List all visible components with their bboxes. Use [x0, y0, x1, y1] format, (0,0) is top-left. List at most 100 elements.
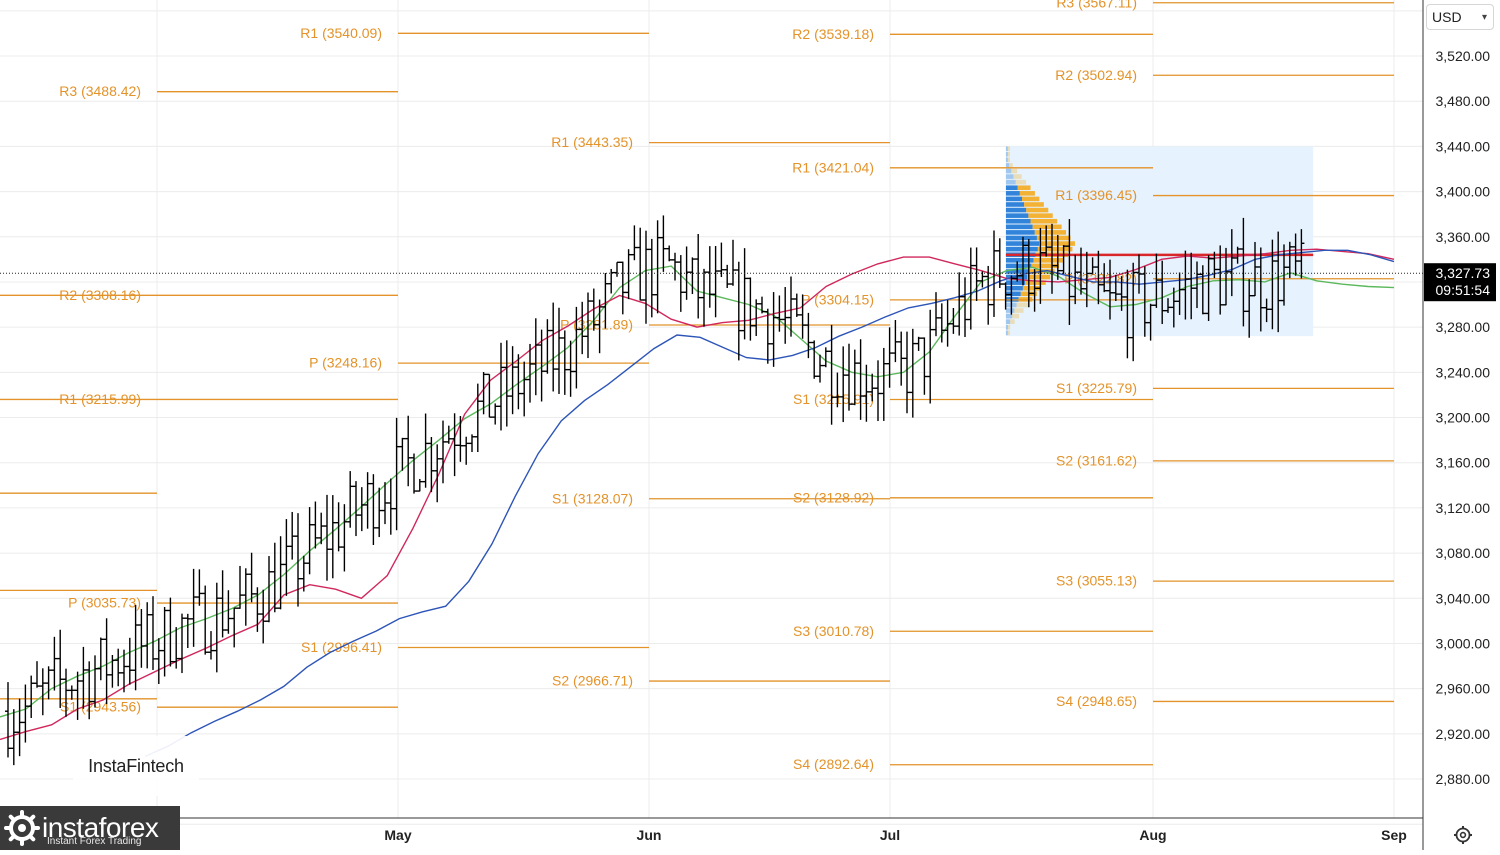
volume-bar-up [1005, 213, 1029, 218]
volume-bar-down [1011, 168, 1018, 174]
y-tick-label: 3,160.00 [1436, 455, 1491, 471]
volume-bar-down [1031, 263, 1060, 269]
volume-bar-down [1028, 213, 1053, 218]
volume-bar-down [1007, 157, 1010, 163]
volume-bar-up [1005, 246, 1038, 252]
pivot-label: S3 (3055.13) [1056, 573, 1137, 589]
y-tick-label: 3,480.00 [1436, 93, 1491, 109]
volume-bar-down [1022, 285, 1042, 291]
y-tick-label: 3,120.00 [1436, 500, 1491, 516]
volume-bar-down [1016, 302, 1028, 308]
watermark: InstaFintech [73, 736, 199, 796]
volume-bar-up [1005, 202, 1025, 207]
pivot-label: S1 (3225.79) [1056, 380, 1137, 396]
volume-bar-down [1030, 218, 1058, 224]
volume-bar-down [1009, 163, 1013, 168]
logo-tagline: Instant Forex Trading [47, 836, 142, 847]
volume-bar-down [1021, 196, 1040, 202]
volume-bar-up [1005, 235, 1037, 241]
volume-bar-down [1034, 230, 1067, 235]
volume-bar-down [1025, 280, 1046, 285]
gear-icon [1454, 826, 1472, 844]
y-tick-label: 2,880.00 [1436, 771, 1491, 787]
pivot-label: S1 (3128.07) [552, 490, 633, 506]
y-tick-label: 3,280.00 [1436, 319, 1491, 335]
volume-bar-up [1005, 174, 1014, 179]
last-price-value: 3,327.73 [1436, 265, 1491, 281]
last-price-tag [1424, 263, 1496, 302]
volume-bar-up [1005, 230, 1035, 235]
bar-countdown: 09:51:54 [1436, 282, 1491, 298]
volume-bar-down [1014, 308, 1024, 313]
volume-bar-down [1026, 207, 1049, 213]
volume-bar-down [1024, 202, 1044, 207]
y-tick-label: 3,080.00 [1436, 545, 1491, 561]
volume-bar-down [1027, 274, 1051, 280]
volume-bar-up [1005, 179, 1016, 185]
volume-bar-up [1005, 291, 1021, 297]
x-tick-label: Jul [880, 827, 900, 843]
volume-bar-down [1012, 313, 1020, 319]
chevron-down-icon: ▾ [1481, 11, 1487, 23]
pivot-label: R1 (3421.04) [792, 159, 874, 175]
volume-bar-up [1005, 285, 1023, 291]
pivot-label: R2 (3539.18) [792, 26, 874, 42]
pivot-label: S4 (2948.65) [1056, 693, 1137, 709]
pivot-label: R1 (3540.09) [300, 25, 382, 41]
volume-bar-down [1007, 324, 1011, 330]
volume-bar-down [1032, 224, 1062, 230]
volume-bar-down [1017, 185, 1031, 191]
brand-logo[interactable]: instaforex Instant Forex Trading [0, 806, 180, 850]
volume-bar-down [1007, 146, 1010, 151]
pivot-label: P (3248.16) [309, 355, 382, 371]
volume-bar-up [1005, 313, 1013, 319]
pivot-label: R2 (3502.94) [1055, 67, 1137, 83]
pivot-label: R1 (3215.99) [59, 391, 141, 407]
pivot-label: R1 (3443.35) [551, 134, 633, 150]
settings-button[interactable] [1450, 822, 1476, 848]
volume-bar-up [1005, 151, 1008, 157]
pivot-label: S1 (2943.56) [60, 699, 141, 715]
volume-bar-up [1005, 319, 1011, 324]
y-tick-label: 3,360.00 [1436, 229, 1491, 245]
y-tick-label: 2,960.00 [1436, 681, 1491, 697]
currency-selector[interactable]: USD ▾ [1426, 4, 1494, 30]
pivot-label: R3 (3567.11) [1056, 0, 1137, 10]
volume-bar-down [1019, 191, 1035, 196]
volume-bar-up [1005, 280, 1026, 285]
pivot-label: R1 (3396.45) [1055, 187, 1137, 203]
volume-bar-up [1005, 185, 1018, 191]
volume-bar-down [1010, 319, 1015, 324]
y-tick-label: 3,400.00 [1436, 184, 1491, 200]
logo-name: instaforex [42, 812, 159, 843]
pivot-label: R2 (3308.16) [59, 287, 141, 303]
ohlc-bars [5, 215, 1305, 766]
volume-bar-down [1037, 246, 1073, 252]
y-tick-label: 3,440.00 [1436, 138, 1491, 154]
x-tick-label: Aug [1139, 827, 1166, 843]
pivot-label: R3 (3488.42) [59, 83, 141, 99]
volume-bar-down [1033, 258, 1064, 263]
pivot-levels: R2 (3308.16) R1 (3215.99) R3 (3488.42) R2 (… [0, 0, 1394, 772]
pivot-label: S2 (3128.92) [793, 489, 874, 505]
pivot-label: P (3035.73) [68, 595, 141, 611]
volume-bar-down [1039, 241, 1075, 246]
pivot-label: S4 (2892.64) [793, 756, 874, 772]
y-tick-label: 3,200.00 [1436, 410, 1491, 426]
volume-bar-down [1013, 174, 1022, 179]
x-tick-label: Sep [1381, 827, 1407, 843]
y-tick-label: 3,000.00 [1436, 635, 1491, 651]
volume-bar-up [1005, 163, 1010, 168]
currency-label: USD [1432, 9, 1462, 25]
y-tick-label: 3,040.00 [1436, 590, 1491, 606]
volume-bar-up [1005, 196, 1022, 202]
volume-bar-down [1015, 179, 1027, 185]
volume-bar-up [1005, 330, 1008, 336]
volume-bar-up [1005, 157, 1008, 163]
pivot-label: S1 (3215.91) [793, 391, 874, 407]
x-tick-label: May [384, 827, 411, 843]
